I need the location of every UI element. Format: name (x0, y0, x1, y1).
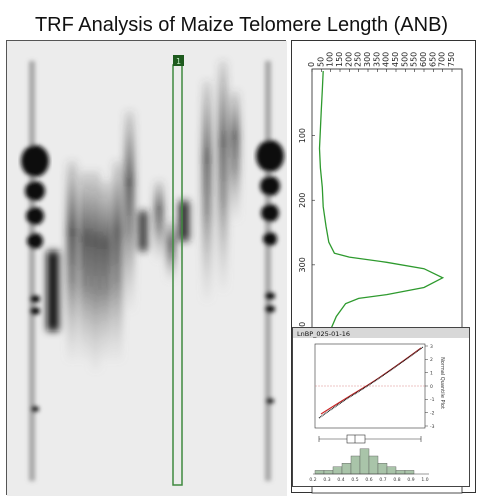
inset-svg: LnBP_025-01-16 3 2 1 0 -1 -2 -3 Normal Quantil… (293, 328, 469, 483)
histogram-bar (359, 448, 370, 475)
sample-lanes (47, 61, 239, 371)
marker-lane-right (256, 61, 284, 481)
stats-inset-panel: LnBP_025-01-16 3 2 1 0 -1 -2 -3 Normal Quantil… (292, 327, 470, 487)
histogram-bar (368, 455, 379, 475)
hist-tick-label: 0.8 (393, 477, 400, 483)
lane-marker-badge[interactable] (173, 55, 184, 66)
marker-lane-left (21, 61, 49, 481)
hist-tick-label: 0.9 (407, 477, 414, 483)
histogram-axis: 0.2 0.3 0.4 0.5 0.6 0.7 0.8 0.9 1.0 (309, 477, 428, 483)
hist-tick-label: 0.4 (337, 477, 344, 483)
inset-title: LnBP_025-01-16 (297, 330, 350, 338)
histogram-bar (386, 466, 397, 475)
top-axis: 0 50 100 150 200 250 300 350 400 450 500 550 600 650 7… (307, 52, 456, 72)
page-title: TRF Analysis of Maize Telomere Length (A… (34, 14, 449, 36)
lane-marker-label: 1 (176, 57, 181, 66)
qq-reference-line (320, 347, 422, 415)
hist-tick-label: 0.5 (351, 477, 358, 483)
top-tick-label: 700 (438, 52, 447, 67)
top-tick-label: 450 (391, 52, 400, 67)
top-tick-label: 350 (372, 52, 381, 67)
gel-image: 1 (6, 40, 287, 496)
histogram-bar (350, 455, 361, 475)
top-tick-label: 250 (354, 52, 363, 67)
histogram (314, 448, 415, 475)
histogram-bar (323, 470, 334, 475)
histogram-bar (395, 470, 406, 475)
top-tick-label: 100 (326, 52, 335, 67)
top-tick-label: 300 (363, 52, 372, 67)
hist-tick-label: 0.3 (323, 477, 330, 483)
left-tick-label: 100 (298, 128, 307, 143)
qq-points (318, 346, 424, 419)
top-tick-label: 50 (316, 57, 325, 67)
histogram-bar (377, 462, 388, 475)
hist-tick-label: 0.2 (309, 477, 316, 483)
top-tick-label: 600 (419, 52, 428, 67)
top-tick-label: 650 (428, 52, 437, 67)
left-tick-label: 300 (298, 257, 307, 272)
qq-axis-label: Normal Quantile Plot (439, 357, 445, 409)
top-tick-label: 400 (382, 52, 391, 67)
top-tick-label: 0 (307, 62, 316, 67)
histogram-bar (404, 470, 415, 475)
hist-tick-label: 0.7 (379, 477, 386, 483)
qq-tick-label: 1 (430, 370, 433, 376)
histogram-bar (332, 466, 343, 475)
left-tick-label: 200 (298, 193, 307, 208)
histogram-bar (341, 462, 352, 475)
top-tick-label: 750 (447, 52, 456, 67)
gel-svg: 1 (7, 41, 287, 496)
qq-tick-label: 2 (430, 357, 433, 363)
hist-tick-label: 1.0 (421, 477, 428, 483)
top-tick-label: 150 (335, 52, 344, 67)
boxplot-box (346, 434, 366, 444)
hist-tick-label: 0.6 (365, 477, 372, 483)
qq-tick-label: 3 (430, 344, 433, 350)
qq-axis: 3 2 1 0 -1 -2 -3 (425, 344, 435, 430)
qq-tick-label: -3 (430, 424, 435, 430)
top-tick-label: 200 (344, 52, 353, 67)
top-tick-label: 500 (400, 52, 409, 67)
top-tick-label: 550 (410, 52, 419, 67)
qq-tick-label: 0 (430, 384, 433, 390)
qq-tick-label: -2 (430, 410, 435, 416)
qq-tick-label: -1 (430, 397, 435, 403)
histogram-bar (314, 470, 325, 475)
